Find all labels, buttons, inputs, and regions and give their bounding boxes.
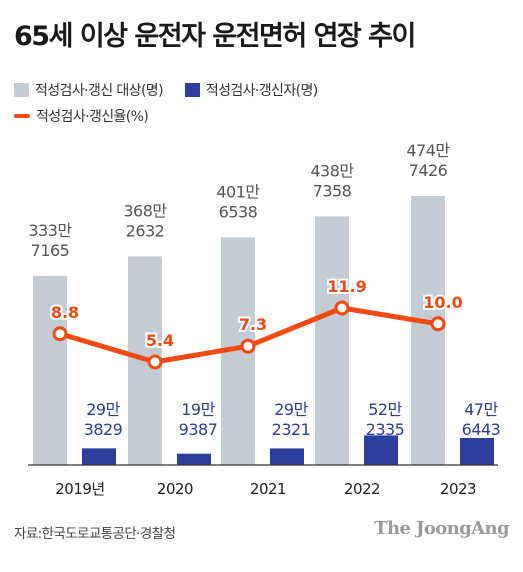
x-tick-label-3: 2022 <box>344 480 380 498</box>
label-target-0-0: 333만 <box>28 221 72 240</box>
legend-swatch-target <box>14 83 29 97</box>
brand-logo: The JoongAng <box>374 518 509 539</box>
x-tick-label-4: 2023 <box>440 480 476 498</box>
label-target-3-1: 7358 <box>313 181 352 200</box>
label-renewed-2-0: 29만 <box>274 400 308 419</box>
label-renewed-1-0: 19만 <box>181 400 215 419</box>
bar-renewed-2 <box>270 448 304 465</box>
rate-label-2: 7.3 <box>239 315 267 334</box>
bar-target-0 <box>33 275 67 465</box>
legend-label-target: 적성검사·갱신 대상(명) <box>35 83 164 99</box>
bar-target-3 <box>315 216 349 465</box>
rate-label-3: 11.9 <box>327 277 366 296</box>
bar-renewed-0 <box>82 448 116 465</box>
rate-label-0: 8.8 <box>51 303 79 322</box>
label-renewed-3-1: 2335 <box>366 420 405 439</box>
legend-swatch-renewed <box>184 83 200 97</box>
legend-item-target: 적성검사·갱신 대상(명) <box>14 80 164 100</box>
bar-renewed-3 <box>364 435 398 465</box>
label-renewed-0-0: 29만 <box>86 400 120 419</box>
rate-label-4: 10.0 <box>423 293 462 312</box>
source-note: 자료:한국도로교통공단·경찰청 <box>14 526 176 542</box>
chart-title: 65세 이상 운전자 운전면허 연장 추이 <box>14 21 416 52</box>
rate-label-1: 5.4 <box>146 331 174 350</box>
rate-point-3 <box>334 300 350 316</box>
label-renewed-3-0: 52만 <box>368 400 402 419</box>
rate-point-0 <box>52 326 68 342</box>
rate-point-4 <box>430 316 446 332</box>
label-renewed-4-0: 47만 <box>464 400 498 419</box>
label-target-2-0: 401만 <box>216 182 260 201</box>
label-target-3-0: 438만 <box>310 161 354 180</box>
label-target-4-0: 474만 <box>406 141 450 160</box>
label-renewed-1-1: 9387 <box>179 420 218 439</box>
label-renewed-4-1: 6443 <box>462 420 501 439</box>
x-tick-label-1: 2020 <box>157 480 193 498</box>
rate-point-1 <box>147 354 163 370</box>
legend-label-renewed: 적성검사·갱신자(명) <box>205 83 318 99</box>
label-target-0-1: 7165 <box>31 241 70 260</box>
label-renewed-2-1: 2321 <box>272 420 311 439</box>
rate-point-2 <box>240 338 256 354</box>
legend-line: 적성검사·갱신율(%) <box>14 106 166 126</box>
x-tick-label-2: 2021 <box>250 480 286 498</box>
label-target-1-0: 368만 <box>123 201 167 220</box>
label-renewed-0-1: 3829 <box>84 420 123 439</box>
x-tick-label-0: 2019년 <box>55 480 104 498</box>
bar-renewed-4 <box>460 438 494 465</box>
legend-item-rate: 적성검사·갱신율(%) <box>14 106 149 126</box>
legend-item-renewed: 적성검사·갱신자(명) <box>184 80 318 100</box>
legend-label-rate: 적성검사·갱신율(%) <box>36 109 149 125</box>
legend: 적성검사·갱신 대상(명) 적성검사·갱신자(명) <box>14 80 336 101</box>
legend-swatch-rate <box>14 114 30 118</box>
label-target-4-1: 7426 <box>409 161 448 180</box>
bar-renewed-1 <box>177 453 211 465</box>
label-target-1-1: 2632 <box>126 221 165 240</box>
label-target-2-1: 6538 <box>219 202 258 221</box>
